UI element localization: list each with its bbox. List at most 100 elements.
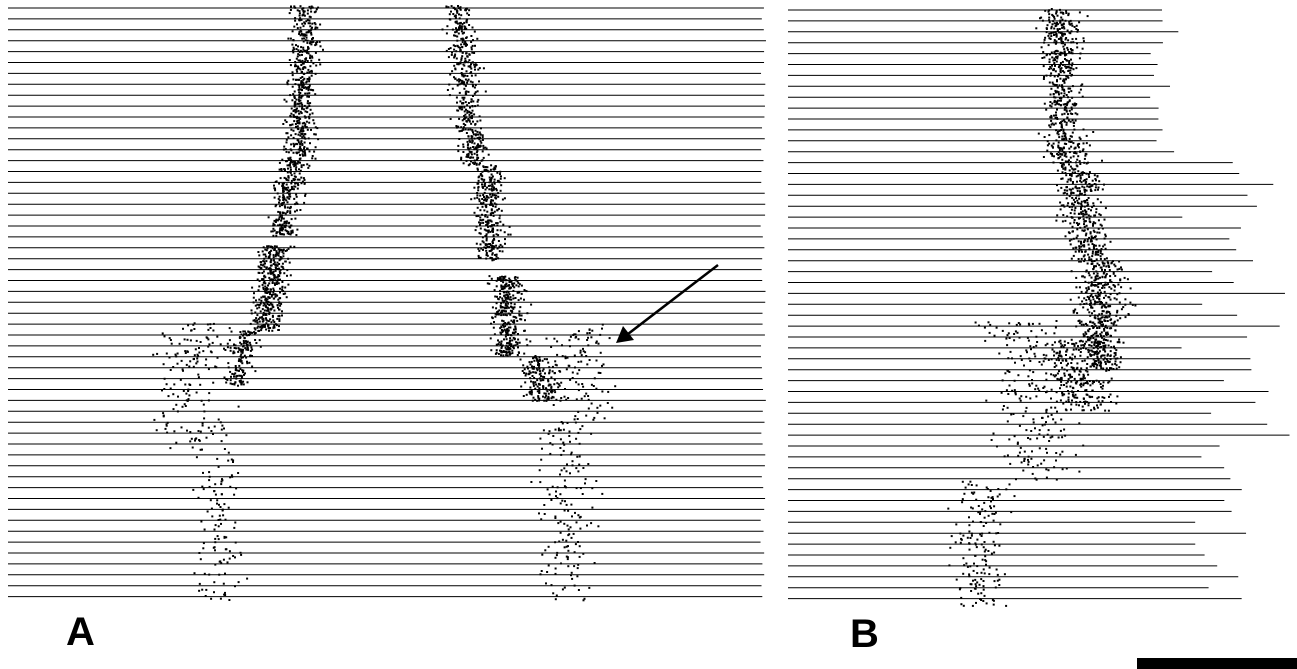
spike-dot [181, 360, 183, 362]
spike-dot [466, 18, 468, 20]
spike-dot [1120, 356, 1122, 358]
spike-dot [572, 377, 574, 379]
spike-dot [502, 281, 504, 283]
spike-dot [1053, 93, 1055, 95]
spike-dot [301, 54, 303, 56]
spike-dot [1071, 197, 1073, 199]
spike-dot [1077, 235, 1079, 237]
spike-dot [508, 330, 510, 332]
spike-dot [1089, 274, 1091, 276]
spike-dot [477, 215, 479, 217]
spike-dot [211, 508, 213, 510]
spike-dot [560, 397, 562, 399]
spike-dot [1080, 371, 1082, 373]
spike-dot [296, 209, 298, 211]
spike-dot [210, 499, 212, 501]
spike-dot [569, 441, 571, 443]
spike-dot [304, 125, 306, 127]
spike-dot [1057, 170, 1059, 172]
spike-dot [1085, 287, 1087, 289]
spike-dot [567, 565, 569, 567]
spike-dot [306, 96, 308, 98]
spike-dot [1064, 53, 1066, 55]
spike-dot [1068, 399, 1070, 401]
spike-dot [463, 83, 465, 85]
spike-dot [494, 289, 496, 291]
spike-dot [1079, 175, 1081, 177]
spike-dot [1071, 136, 1073, 138]
spike-dot [539, 378, 541, 380]
spike-dot [481, 178, 483, 180]
spike-dot [1070, 212, 1072, 214]
spike-dot [1035, 336, 1037, 338]
spike-dot [539, 438, 541, 440]
spike-dot [1055, 114, 1057, 116]
spike-dot [1064, 44, 1066, 46]
spike-dot [465, 128, 467, 130]
spike-dot [1089, 380, 1091, 382]
spike-dot [250, 347, 252, 349]
spike-dot [462, 119, 464, 121]
spike-dot [229, 371, 231, 373]
spike-dot [289, 193, 291, 195]
spike-dot [278, 318, 280, 320]
spike-dot [188, 366, 190, 368]
spike-dot [551, 584, 553, 586]
spike-dot [214, 541, 216, 543]
spike-dot [1052, 23, 1054, 25]
spike-dot [1021, 359, 1023, 361]
spike-dot [461, 68, 463, 70]
spike-dot [238, 375, 240, 377]
spike-dot [496, 296, 498, 298]
spike-dot [1087, 263, 1089, 265]
spike-dot [1103, 381, 1105, 383]
spike-dot [300, 46, 302, 48]
spike-dot [1100, 292, 1102, 294]
spike-dot [232, 555, 234, 557]
spike-dot [304, 195, 306, 197]
spike-dot [303, 87, 305, 89]
spike-dot [1048, 44, 1050, 46]
spike-dot [497, 196, 499, 198]
spike-dot [1042, 51, 1044, 53]
spike-dot [541, 570, 543, 572]
spike-dot [514, 277, 516, 279]
spike-dot [1072, 52, 1074, 54]
spike-dot [1075, 404, 1077, 406]
spike-dot [483, 181, 485, 183]
spike-dot [488, 219, 490, 221]
spike-dot [1046, 343, 1048, 345]
spike-dot [1100, 404, 1102, 406]
spike-dot [457, 45, 459, 47]
spike-dot [502, 314, 504, 316]
spike-dot [1084, 281, 1086, 283]
spike-dot [951, 535, 953, 537]
spike-dot [1045, 372, 1047, 374]
spike-dot [471, 115, 473, 117]
spike-dot [1111, 322, 1113, 324]
spike-dot [1127, 278, 1129, 280]
spike-dot [290, 38, 292, 40]
spike-dot [506, 342, 508, 344]
spike-dot [296, 23, 298, 25]
spike-dot [177, 396, 179, 398]
spike-dot [496, 172, 498, 174]
spike-dot [477, 137, 479, 139]
spike-dot [1082, 213, 1084, 215]
spike-dot [1051, 103, 1053, 105]
spike-dot [1084, 214, 1086, 216]
spike-dot [234, 372, 236, 374]
spike-dot [298, 134, 300, 136]
spike-dot [282, 227, 284, 229]
spike-dot [1087, 374, 1089, 376]
spike-dot [459, 49, 461, 51]
spike-dot [275, 205, 277, 207]
spike-dot [288, 151, 290, 153]
spike-dot [1093, 347, 1095, 349]
spike-dot [1050, 94, 1052, 96]
spike-dot [1070, 409, 1072, 411]
spike-dot [292, 30, 294, 32]
spike-dot [1028, 461, 1030, 463]
spike-dot [1072, 387, 1074, 389]
spike-dot [1081, 258, 1083, 260]
